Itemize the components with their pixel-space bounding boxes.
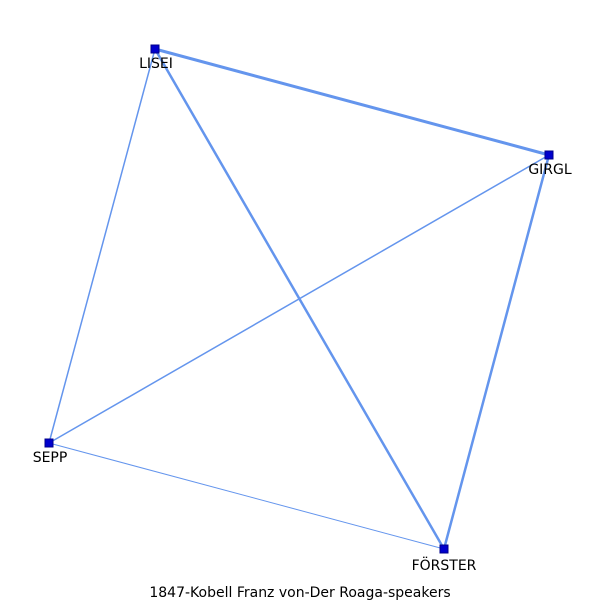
node-sepp[interactable]: SEPP (33, 438, 68, 466)
node-marker-forster[interactable] (439, 544, 449, 554)
nodes-layer: LISEI GIRGL SEPP FÖRSTER (33, 44, 572, 574)
node-forster[interactable]: FÖRSTER (412, 544, 477, 574)
node-label-lisei: LISEI (139, 56, 173, 72)
graph-caption: 1847-Kobell Franz von-Der Roaga-speakers (149, 585, 450, 600)
edges-layer (48, 47, 551, 551)
node-marker-girgl[interactable] (544, 150, 554, 160)
node-label-sepp: SEPP (33, 450, 68, 466)
node-marker-lisei[interactable] (150, 44, 160, 54)
edge-lisei-girgl (153, 47, 551, 157)
edge-sepp-girgl (48, 154, 550, 444)
edge-lisei-sepp (48, 48, 156, 444)
node-label-forster: FÖRSTER (412, 556, 477, 574)
node-marker-sepp[interactable] (44, 438, 54, 448)
node-girgl[interactable]: GIRGL (528, 150, 572, 178)
node-lisei[interactable]: LISEI (139, 44, 173, 72)
edge-sepp-forster (48, 442, 445, 550)
edge-girgl-forster (442, 153, 551, 551)
node-label-girgl: GIRGL (528, 162, 572, 178)
